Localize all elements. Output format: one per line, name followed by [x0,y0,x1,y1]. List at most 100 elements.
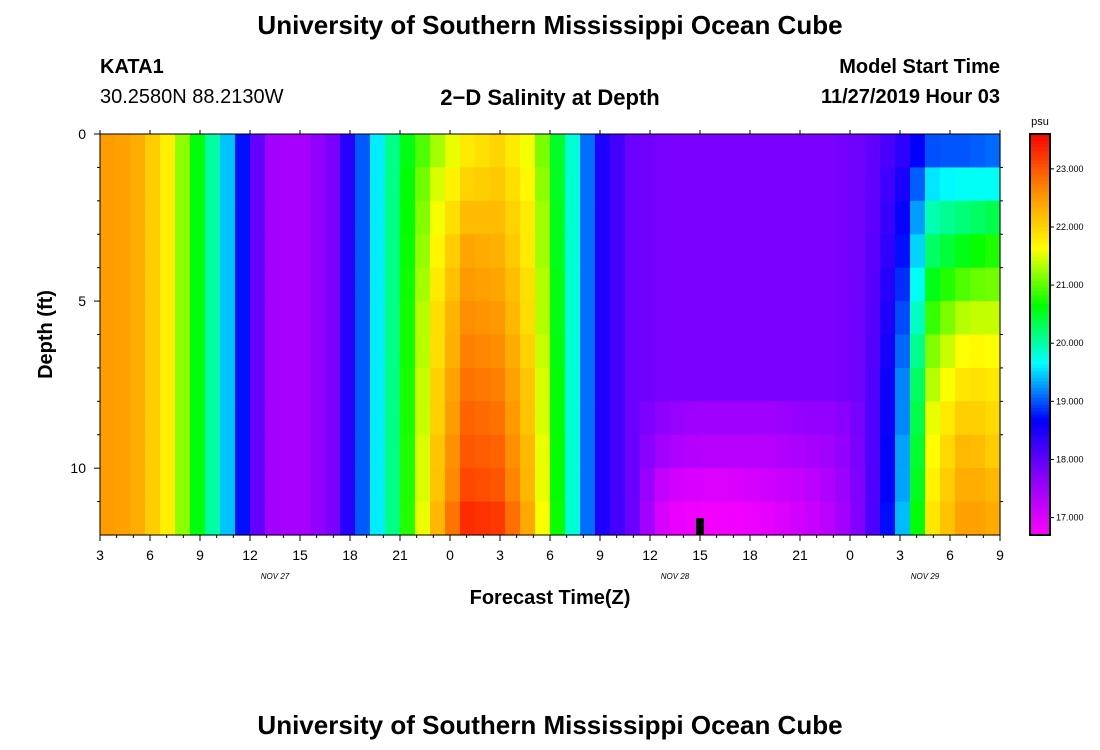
heatmap-cell [970,234,986,269]
heatmap-cell [745,334,761,369]
heatmap-cell [400,367,416,402]
heatmap-cell [730,167,746,202]
heatmap-cell [400,200,416,235]
heatmap-cell [610,468,626,503]
heatmap-cell [625,267,641,302]
heatmap-cell [640,434,656,469]
heatmap-cell [760,501,776,536]
heatmap-cell [250,134,266,169]
heatmap-cell [895,301,911,336]
heatmap-cell [505,434,521,469]
heatmap-cell [505,200,521,235]
heatmap-cell [460,167,476,202]
heatmap-cell [880,301,896,336]
heatmap-cell [445,367,461,402]
heatmap-cell [640,401,656,436]
heatmap-cell [115,434,131,469]
heatmap-cell [745,301,761,336]
heatmap-cell [760,434,776,469]
heatmap-cell [820,301,836,336]
heatmap-cell [670,167,686,202]
heatmap-cell [745,234,761,269]
heatmap-cell [625,468,641,503]
heatmap-cell [190,468,206,503]
heatmap-cell [130,468,146,503]
heatmap-cell [760,334,776,369]
heatmap-cell [370,434,386,469]
heatmap-cell [100,234,116,269]
heatmap-cell [115,267,131,302]
heatmap-cell [670,301,686,336]
heatmap-cell [775,367,791,402]
heatmap-cell [370,267,386,302]
x-tick-label: 21 [392,547,408,563]
heatmap-cell [430,234,446,269]
heatmap-cell [490,434,506,469]
heatmap-cell [115,200,131,235]
colorbar-step [1030,331,1050,336]
heatmap-cell [535,434,551,469]
heatmap-cell [205,234,221,269]
heatmap-cell [385,367,401,402]
heatmap-cell [730,234,746,269]
heatmap-cell [970,468,986,503]
heatmap-cell [115,401,131,436]
heatmap-cell [805,401,821,436]
heatmap-cell [400,401,416,436]
colorbar-step [1030,180,1050,185]
heatmap-cell [775,434,791,469]
heatmap-cell [535,267,551,302]
heatmap-cell [415,200,431,235]
colorbar-gradient [1030,134,1050,536]
heatmap-cell [235,468,251,503]
colorbar-step [1030,451,1050,456]
heatmap-cell [400,267,416,302]
heatmap-cell [580,134,596,169]
colorbar-step [1030,521,1050,526]
heatmap-cell [445,234,461,269]
heatmap-cell [100,200,116,235]
heatmap-cell [295,468,311,503]
heatmap-cell [490,234,506,269]
colorbar-step [1030,337,1050,342]
heatmap-cell [415,301,431,336]
heatmap-cell [610,367,626,402]
heatmap-cell [835,334,851,369]
heatmap-cell [670,468,686,503]
heatmap-cell [955,267,971,302]
heatmap-cell [655,267,671,302]
heatmap-cell [925,167,941,202]
heatmap-cell [175,301,191,336]
colorbar-step [1030,287,1050,292]
heatmap-cell [205,167,221,202]
colorbar-step [1030,281,1050,285]
heatmap-cell [745,267,761,302]
heatmap-cell [115,234,131,269]
heatmap-cell [340,267,356,302]
heatmap-cell [625,200,641,235]
heatmap-cell [790,200,806,235]
colorbar-step [1030,397,1050,402]
heatmap-cell [760,367,776,402]
heatmap-cell [520,234,536,269]
heatmap-cell [430,468,446,503]
heatmap-cell [565,200,581,235]
heatmap-cell [160,367,176,402]
heatmap-cell [745,167,761,202]
heatmap-cell [310,301,326,336]
heatmap-cell [535,501,551,536]
heatmap-cell [280,334,296,369]
colorbar-step [1030,508,1050,513]
heatmap-cell [910,267,926,302]
heatmap-cell [700,200,716,235]
heatmap-cell [310,468,326,503]
heatmap-cell [595,468,611,503]
heatmap-cell [715,468,731,503]
heatmap-cell [970,434,986,469]
heatmap-cell [685,401,701,436]
heatmap-cell [700,468,716,503]
heatmap-cell [235,367,251,402]
heatmap-cell [430,301,446,336]
heatmap-cell [370,301,386,336]
heatmap-cell [340,401,356,436]
